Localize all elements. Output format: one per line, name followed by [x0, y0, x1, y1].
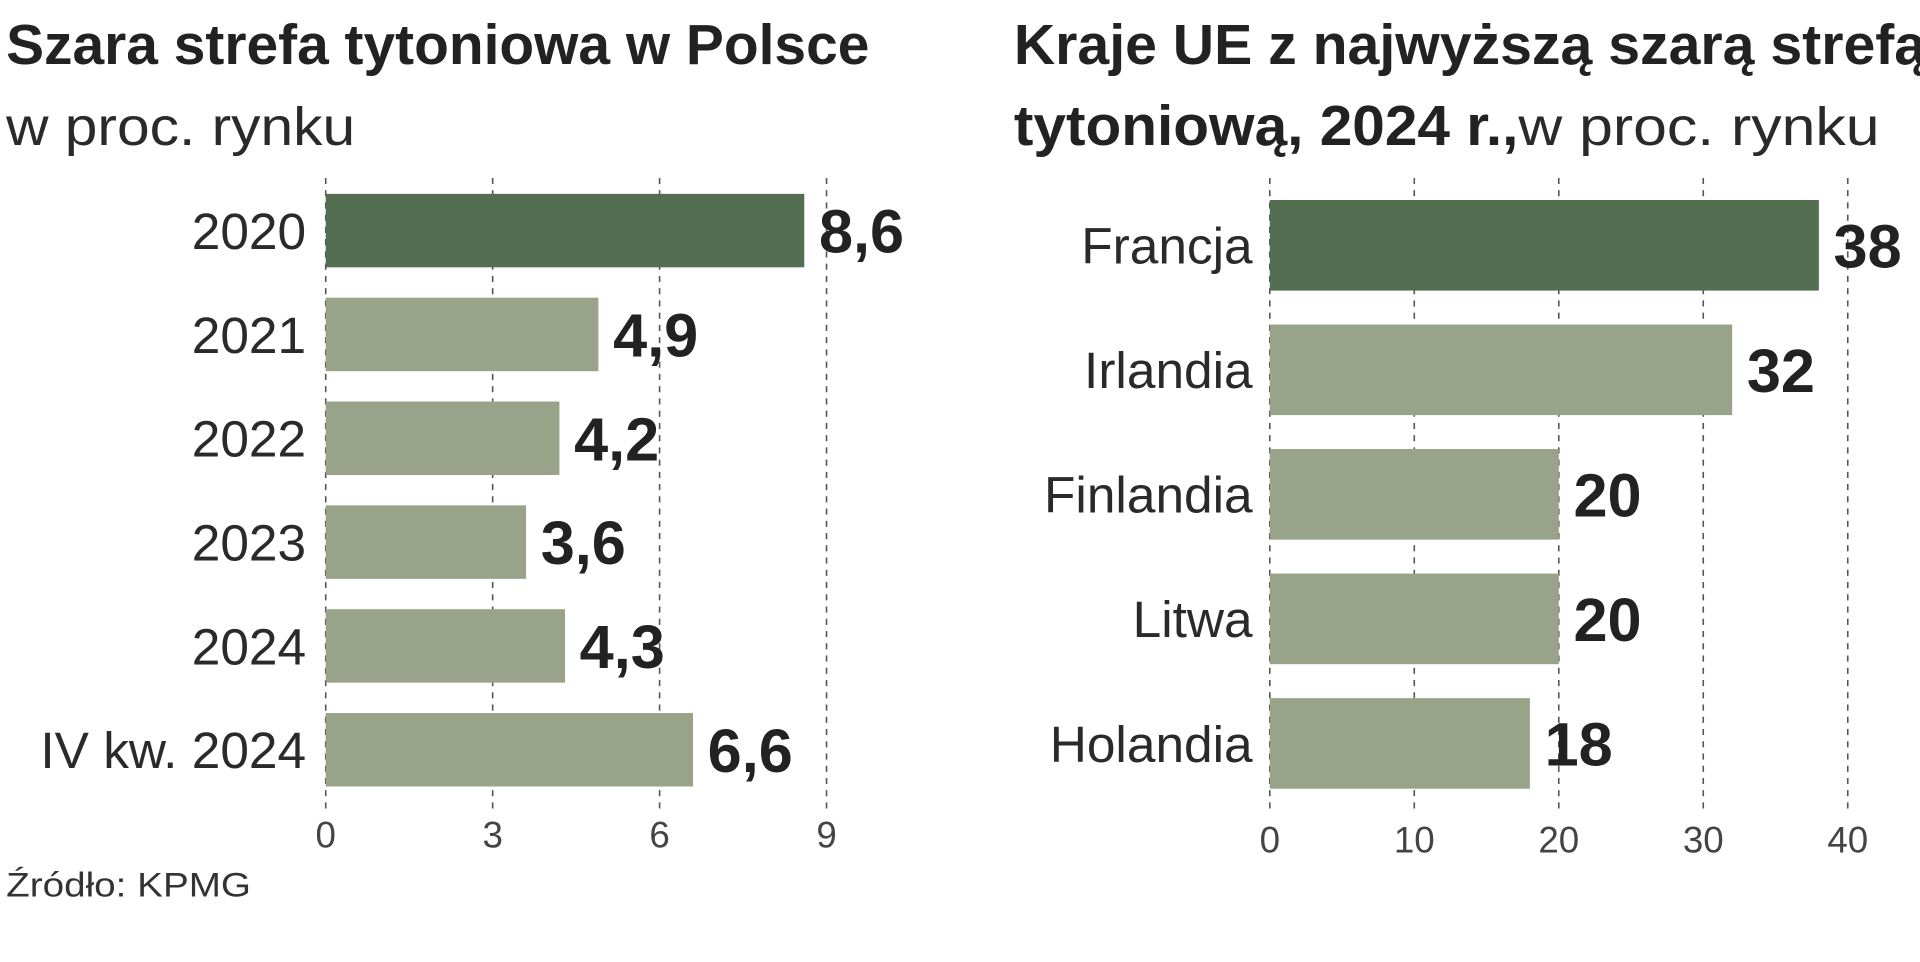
- left-category-label: 2023: [192, 513, 306, 571]
- left-chart-subtitle: w proc. rynku: [5, 97, 355, 157]
- left-bar: [325, 193, 805, 268]
- right-bar: [1269, 199, 1819, 291]
- right-x-tick-label: 0: [1260, 820, 1280, 861]
- right-bar: [1269, 698, 1530, 789]
- left-category-label: 2020: [192, 202, 306, 260]
- right-category-label: Holandia: [1050, 715, 1253, 773]
- right-bar: [1269, 573, 1559, 665]
- right-value-label: 20: [1573, 586, 1641, 654]
- source-note: Źródło: KPMG: [6, 866, 251, 905]
- right-chart: Kraje UE z najwyższą szarą strefą tytoni…: [1014, 13, 1920, 861]
- left-bar: [325, 713, 693, 787]
- right-value-label: 20: [1573, 461, 1641, 529]
- right-x-tick-label: 20: [1538, 820, 1579, 861]
- right-category-label: Litwa: [1133, 590, 1253, 648]
- right-x-tick-label: 10: [1394, 820, 1435, 861]
- left-value-label: 6,6: [708, 717, 793, 785]
- right-value-label: 32: [1747, 337, 1815, 405]
- right-x-tick-label: 40: [1827, 820, 1868, 861]
- left-x-tick-label: 6: [649, 815, 669, 856]
- left-category-label: 2022: [192, 410, 306, 468]
- left-category-label: IV kw. 2024: [40, 721, 306, 779]
- left-value-label: 3,6: [541, 509, 626, 577]
- right-chart-title: Kraje UE z najwyższą szarą strefą: [1014, 13, 1920, 76]
- left-bar: [325, 609, 565, 683]
- right-category-label: Irlandia: [1084, 341, 1253, 399]
- left-chart: Szara strefa tytoniowa w Polsce w proc. …: [5, 13, 904, 905]
- right-x-tick-label: 30: [1683, 820, 1724, 861]
- left-category-label: 2024: [192, 617, 306, 675]
- right-value-label: 18: [1545, 710, 1613, 778]
- left-value-label: 4,9: [613, 301, 698, 369]
- right-chart-subtitle: w proc. rynku: [1517, 97, 1879, 157]
- left-value-label: 4,2: [574, 405, 659, 473]
- left-value-label: 8,6: [819, 198, 904, 266]
- right-bar: [1269, 449, 1559, 540]
- right-bar: [1269, 324, 1733, 416]
- left-value-label: 4,3: [580, 613, 665, 681]
- left-chart-title: Szara strefa tytoniowa w Polsce: [6, 13, 869, 76]
- right-value-label: 38: [1834, 212, 1902, 280]
- left-bar: [325, 297, 599, 372]
- right-category-label: Francja: [1081, 217, 1253, 275]
- left-x-tick-label: 0: [316, 815, 336, 856]
- right-chart-title-line2: tytoniową, 2024 r.,: [1014, 94, 1518, 157]
- left-bar: [325, 401, 560, 475]
- left-category-label: 2021: [192, 306, 306, 364]
- left-x-tick-label: 3: [482, 815, 502, 856]
- left-bar: [325, 505, 527, 579]
- left-x-tick-label: 9: [816, 815, 836, 856]
- right-category-label: Finlandia: [1044, 466, 1253, 524]
